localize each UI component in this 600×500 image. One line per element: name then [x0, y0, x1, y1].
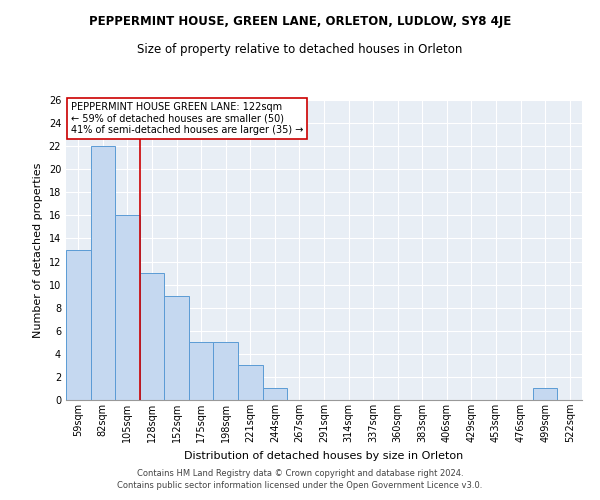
Bar [238, 366, 263, 400]
Bar [91, 146, 115, 400]
Bar [140, 273, 164, 400]
Bar [164, 296, 189, 400]
Text: Size of property relative to detached houses in Orleton: Size of property relative to detached ho… [137, 42, 463, 56]
Bar [115, 216, 140, 400]
Y-axis label: Number of detached properties: Number of detached properties [33, 162, 43, 338]
Text: PEPPERMINT HOUSE, GREEN LANE, ORLETON, LUDLOW, SY8 4JE: PEPPERMINT HOUSE, GREEN LANE, ORLETON, L… [89, 15, 511, 28]
Text: PEPPERMINT HOUSE GREEN LANE: 122sqm
← 59% of detached houses are smaller (50)
41: PEPPERMINT HOUSE GREEN LANE: 122sqm ← 59… [71, 102, 304, 134]
Text: Contains HM Land Registry data © Crown copyright and database right 2024.
Contai: Contains HM Land Registry data © Crown c… [118, 468, 482, 490]
Bar [214, 342, 238, 400]
Bar [533, 388, 557, 400]
Bar [263, 388, 287, 400]
Bar [66, 250, 91, 400]
X-axis label: Distribution of detached houses by size in Orleton: Distribution of detached houses by size … [184, 450, 464, 460]
Bar [189, 342, 214, 400]
